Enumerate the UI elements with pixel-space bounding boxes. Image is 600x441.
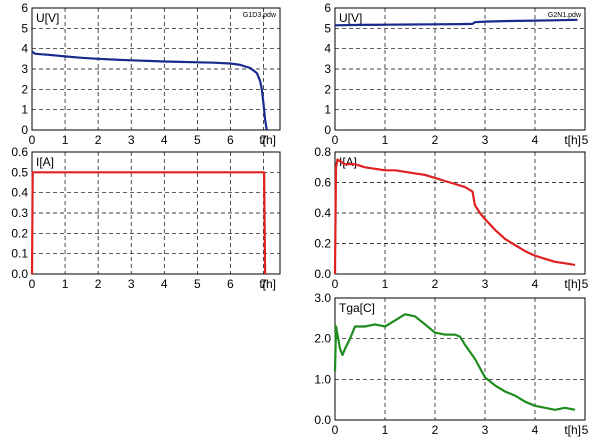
y-tick-label: 0.0 [314,267,331,281]
y-tick-label: 2 [324,82,331,96]
x-tick-label: 3 [482,133,489,147]
x-tick-label: 0 [332,277,339,291]
y-tick-label: 0.4 [314,206,331,220]
x-tick-label: 5 [582,277,589,291]
x-axis-label: t[h] [564,133,581,147]
series-line [334,18,578,27]
y-tick-label: 1 [21,103,28,117]
y-axis-label: Tga[C] [339,301,375,315]
y-axis-label: I[A] [339,155,357,169]
chart-battery-voltage: 0 1 2 3 4 5 6 0 1 2 3 4 5 6 7t[h] U[V] G1D3.pdw [21,1,281,147]
x-tick-label: 0 [29,133,36,147]
y-tick-label: 6 [21,1,28,15]
y-tick-label: 5 [21,21,28,35]
x-tick-label: 6 [227,277,234,291]
y-tick-label: 0.0 [314,413,331,427]
series-line [333,158,576,275]
y-tick-label: 4 [21,42,28,56]
x-tick-label: 1 [62,133,69,147]
x-tick-label: 4 [161,133,168,147]
series-line [30,171,267,275]
x-tick-label: 0 [332,133,339,147]
plot-frame [334,7,586,131]
y-tick-label: 5 [324,21,331,35]
y-tick-label: 4 [324,42,331,56]
x-tick-label: 5 [582,423,589,437]
y-tick-label: 3 [21,62,28,76]
x-tick-label: 4 [532,133,539,147]
y-tick-label: 0.4 [11,186,28,200]
series-line [333,313,576,411]
y-tick-label: 0 [324,123,331,137]
series-line [31,50,268,131]
x-tick-label: 1 [382,277,389,291]
x-tick-label: 3 [482,423,489,437]
x-tick-label: 2 [95,133,102,147]
x-axis-label: t[h] [564,277,581,291]
y-tick-label: 0.0 [11,267,28,281]
y-tick-label: 0.8 [314,145,331,159]
x-tick-label: 0 [332,423,339,437]
y-tick-label: 3.0 [314,291,331,305]
x-tick-label: 5 [582,133,589,147]
file-label: G1D3.pdw [243,12,277,19]
x-tick-label: 3 [128,277,135,291]
y-tick-label: 0.2 [314,237,331,251]
x-tick-label: 1 [382,133,389,147]
x-tick-label: 0 [29,277,36,291]
x-tick-label: 2 [95,277,102,291]
y-axis-label: U[V] [339,11,362,25]
y-tick-label: 0.1 [11,247,28,261]
y-tick-label: 0 [21,123,28,137]
x-tick-label: 1 [62,277,69,291]
x-axis-label: t[h] [564,423,581,437]
y-tick-label: 0.5 [11,165,28,179]
x-tick-label: 4 [532,277,539,291]
x-tick-label: 2 [432,277,439,291]
x-axis-label: t[h] [259,133,276,147]
y-tick-label: 3 [324,62,331,76]
y-tick-label: 2.0 [314,332,331,346]
x-tick-label: 2 [432,133,439,147]
x-axis-label: t[h] [259,277,276,291]
x-tick-label: 7 [260,277,267,291]
y-axis-label: I[A] [36,155,54,169]
x-tick-label: 2 [432,423,439,437]
y-tick-label: 0.6 [314,176,331,190]
chart-battery-current: 0.0 0.1 0.2 0.3 0.4 0.5 0.6 0 1 2 3 4 5 6 7t[h] I[A] [11,145,281,291]
x-tick-label: 6 [227,133,234,147]
y-tick-label: 6 [324,1,331,15]
x-tick-label: 4 [161,277,168,291]
y-tick-label: 0.6 [11,145,28,159]
y-tick-label: 1.0 [314,372,331,386]
y-tick-label: 2 [21,82,28,96]
x-tick-label: 3 [128,133,135,147]
plot-frame [334,151,586,275]
y-tick-label: 1 [324,103,331,117]
x-tick-label: 7 [260,133,267,147]
file-label: G2N1.pdw [548,12,582,19]
x-tick-label: 4 [532,423,539,437]
y-axis-label: U[V] [36,11,59,25]
x-tick-label: 5 [194,133,201,147]
y-tick-label: 0.2 [11,226,28,240]
x-tick-label: 3 [482,277,489,291]
y-tick-label: 0.3 [11,206,28,220]
chart-temperature: 0.0 1.0 2.0 3.0 0 1 2 3 4 5t[h] Tga[C] [314,291,588,437]
x-tick-label: 5 [194,277,201,291]
x-tick-label: 1 [382,423,389,437]
plot-frame [334,297,586,421]
chart-solar-current: 0.0 0.2 0.4 0.6 0.8 0 1 2 3 4 5t[h] I[A] [314,145,588,291]
